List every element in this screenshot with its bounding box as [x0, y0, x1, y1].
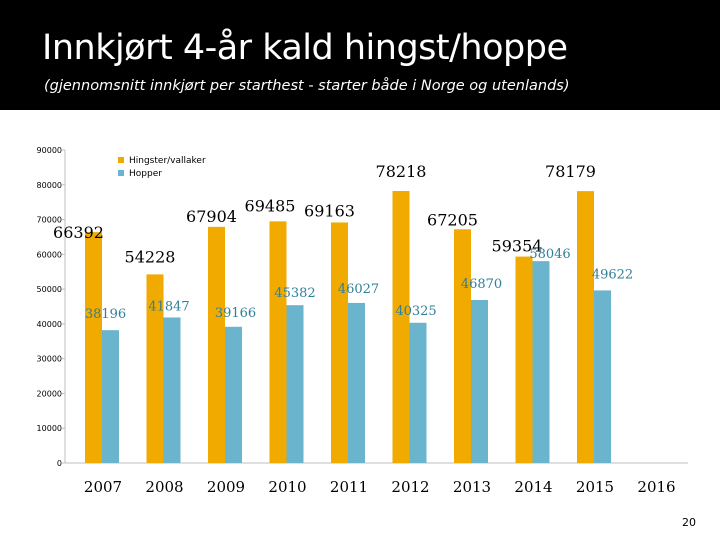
bar-hingster [515, 256, 533, 463]
bar-hopper [225, 326, 242, 463]
data-label-hopper: 58046 [529, 247, 570, 262]
bar-hopper [471, 299, 488, 463]
x-tick-label: 2010 [268, 478, 306, 496]
y-tick-label: 90000 [37, 146, 62, 155]
x-tick-label: 2016 [637, 478, 675, 496]
x-tick-label: 2009 [207, 478, 245, 496]
bar-hopper [594, 290, 611, 463]
data-label-hingster: 78179 [545, 162, 596, 181]
data-label-hopper: 49622 [592, 267, 633, 282]
data-label-hingster: 66392 [53, 223, 104, 242]
bar-hingster [331, 222, 348, 463]
x-tick-label: 2013 [453, 478, 491, 496]
bar-hopper [163, 317, 181, 463]
title-banner [0, 0, 720, 110]
legend-swatch [118, 170, 124, 176]
bar-hingster [146, 274, 164, 463]
y-tick-label: 70000 [37, 216, 62, 225]
y-tick-label: 20000 [37, 389, 62, 398]
bar-hopper [102, 330, 119, 463]
data-label-hingster: 69163 [304, 201, 355, 220]
y-tick-label: 30000 [37, 355, 62, 364]
y-tick-label: 60000 [37, 250, 62, 259]
data-label-hopper: 45382 [274, 286, 315, 301]
legend-label: Hopper [129, 169, 162, 179]
y-tick-label: 40000 [37, 320, 62, 329]
page-number: 20 [682, 516, 696, 529]
bar-hingster [85, 232, 102, 463]
y-tick-label: 50000 [37, 285, 62, 294]
bar-hingster [454, 229, 471, 463]
data-label-hopper: 38196 [85, 307, 126, 322]
data-label-hopper: 46027 [338, 282, 379, 297]
bar-hingster [269, 221, 287, 463]
slide-title: Innkjørt 4-år kald hingst/hoppe [42, 28, 568, 68]
x-tick-label: 2007 [84, 478, 122, 496]
data-label-hopper: 40325 [395, 304, 436, 319]
x-tick-label: 2012 [391, 478, 429, 496]
data-label-hopper: 46870 [461, 277, 502, 292]
data-label-hopper: 41847 [148, 299, 189, 314]
bar-hopper [409, 322, 427, 463]
bar-hingster [577, 191, 594, 463]
slide-subtitle: (gjennomsnitt innkjørt per starthest - s… [44, 78, 570, 94]
data-label-hopper: 39166 [215, 306, 256, 321]
data-label-hingster: 67205 [427, 210, 478, 229]
x-tick-label: 2014 [514, 478, 552, 496]
x-tick-label: 2008 [145, 478, 183, 496]
y-tick-label: 80000 [37, 181, 62, 190]
y-tick-label: 10000 [37, 424, 62, 433]
data-label-hingster: 67904 [186, 207, 237, 226]
bar-hopper [532, 261, 550, 463]
data-label-hingster: 54228 [125, 247, 176, 266]
bar-hopper [286, 305, 304, 463]
legend-label: Hingster/vallaker [129, 156, 206, 166]
x-tick-label: 2011 [330, 478, 368, 496]
bar-hingster [208, 226, 225, 463]
bar-hopper [348, 302, 365, 463]
data-label-hingster: 69485 [245, 196, 296, 215]
bar-hingster [392, 190, 410, 464]
legend-swatch [118, 157, 124, 163]
data-label-hingster: 59354 [492, 237, 543, 256]
x-tick-label: 2015 [576, 478, 614, 496]
data-label-hingster: 78218 [376, 162, 427, 181]
y-tick-label: 0 [57, 459, 62, 468]
